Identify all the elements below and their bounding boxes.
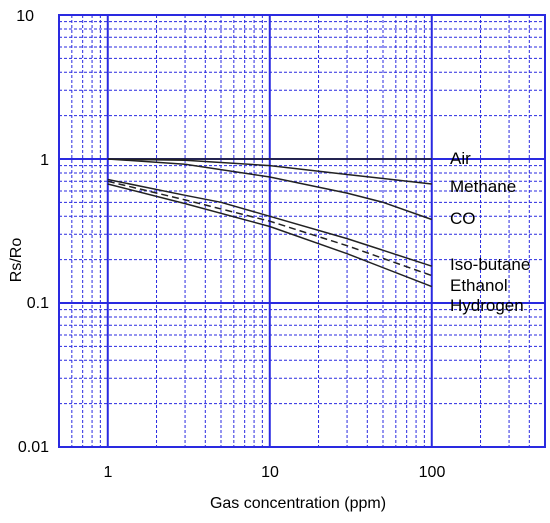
y-tick-label-10: 10 <box>16 8 34 25</box>
series-line-hydrogen <box>107 183 433 288</box>
series-line-ethanol <box>107 180 433 277</box>
series-line-iso-butane <box>107 178 433 267</box>
x-tick-label-100: 100 <box>419 464 446 481</box>
x-tick-label-10: 10 <box>261 464 279 481</box>
series-label-iso-butane: Iso-butane <box>450 255 530 274</box>
series-line-co <box>107 158 433 221</box>
series-label-methane: Methane <box>450 177 516 196</box>
x-tick-label-1: 1 <box>104 464 113 481</box>
y-tick-label-1: 1 <box>40 152 49 169</box>
series-label-air: Air <box>450 149 471 168</box>
plot-frame <box>58 14 546 448</box>
y-tick-label-0.1: 0.1 <box>27 295 49 312</box>
series-label-co: CO <box>450 209 476 228</box>
y-tick-label-0.01: 0.01 <box>18 439 49 456</box>
series-lines <box>107 158 433 288</box>
y-axis-label: Rs/Ro <box>8 238 25 283</box>
series-line-methane <box>107 158 432 185</box>
grid <box>58 14 546 448</box>
series-label-ethanol: Ethanol <box>450 276 508 295</box>
x-axis-label: Gas concentration (ppm) <box>210 495 386 512</box>
series-label-hydrogen: Hydrogen <box>450 296 524 315</box>
